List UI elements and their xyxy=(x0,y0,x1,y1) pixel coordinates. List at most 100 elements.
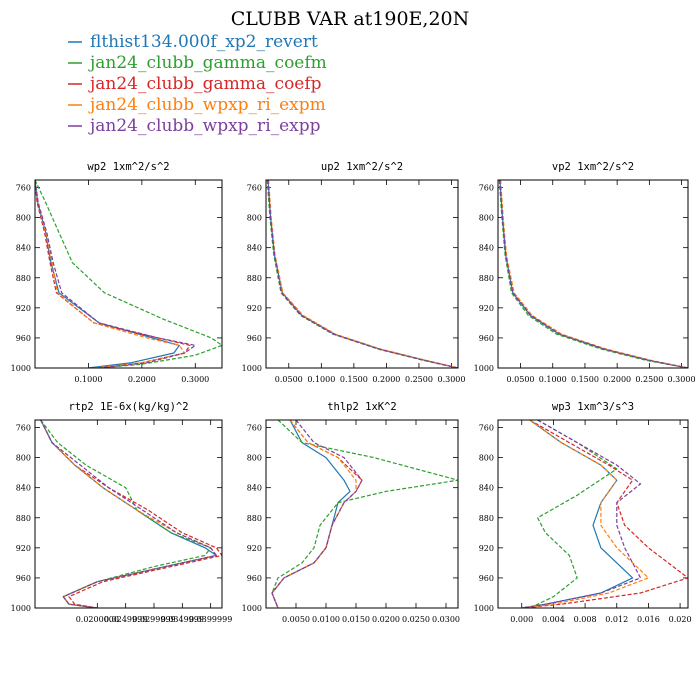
series-line-jan24_clubb_wpxp_ri_expm xyxy=(35,180,186,368)
y-tick-label: 960 xyxy=(247,574,262,583)
x-tick-label: 0.008 xyxy=(574,615,597,624)
series-line-jan24_clubb_wpxp_ri_expp xyxy=(499,180,688,368)
y-tick-label: 920 xyxy=(247,304,262,313)
chart-panel: rtp2 1E-6x(kg/kg)^2 760 800 840 880 920 960 100… xyxy=(11,401,233,624)
series-line-flthist134.000f_xp2_revert xyxy=(499,180,688,368)
y-tick-label: 1000 xyxy=(242,604,262,613)
series-line-jan24_clubb_wpxp_ri_expp xyxy=(40,420,217,608)
plot-frame xyxy=(265,179,459,369)
legend: flthist134.000f_xp2_revert jan24_clubb_ga… xyxy=(68,32,327,136)
plot-frame xyxy=(34,419,223,609)
x-tick-label: 0.3000 xyxy=(437,375,465,384)
panel-title: rtp2 1E-6x(kg/kg)^2 xyxy=(68,401,188,413)
x-tick-label: 0.2500 xyxy=(405,375,433,384)
y-tick-label: 760 xyxy=(479,184,494,193)
x-tick-label: 0.2000 xyxy=(372,375,400,384)
x-tick-label: 0.0250 xyxy=(402,615,430,624)
y-tick-label: 800 xyxy=(479,214,494,223)
y-tick-label: 880 xyxy=(247,514,262,523)
x-tick-label: 0.1000 xyxy=(539,375,567,384)
series-line-jan24_clubb_gamma_coefm xyxy=(529,420,618,608)
y-tick-label: 800 xyxy=(16,454,31,463)
x-tick-label: 0.0300 xyxy=(432,615,460,624)
y-tick-label: 760 xyxy=(247,424,262,433)
y-tick-label: 1000 xyxy=(474,604,494,613)
y-tick-label: 880 xyxy=(16,514,31,523)
y-tick-label: 920 xyxy=(16,304,31,313)
y-tick-label: 840 xyxy=(16,244,31,253)
figure-title: CLUBB VAR at190E,20N xyxy=(231,8,470,30)
y-tick-label: 960 xyxy=(479,574,494,583)
series-line-jan24_clubb_wpxp_ri_expp xyxy=(35,180,196,368)
x-tick-label: 0.012 xyxy=(605,615,628,624)
y-tick-label: 880 xyxy=(16,274,31,283)
series-line-jan24_clubb_gamma_coefp xyxy=(35,180,191,368)
legend-entry: jan24_clubb_gamma_coefp xyxy=(88,74,322,94)
y-tick-label: 1000 xyxy=(474,364,494,373)
series-line-jan24_clubb_gamma_coefm xyxy=(498,180,688,368)
y-tick-label: 760 xyxy=(479,424,494,433)
x-tick-label: 0.0249999 xyxy=(104,615,147,624)
series-line-jan24_clubb_gamma_coefp xyxy=(521,420,688,608)
series-line-jan24_clubb_gamma_coefm xyxy=(266,180,458,368)
x-tick-label: 0.0500 xyxy=(275,375,303,384)
plot-frame xyxy=(497,419,689,609)
y-tick-label: 840 xyxy=(479,244,494,253)
x-tick-label: 0.3000 xyxy=(181,375,209,384)
series-line-jan24_clubb_wpxp_ri_expm xyxy=(521,420,650,608)
y-tick-label: 840 xyxy=(247,484,262,493)
x-tick-label: 0.1500 xyxy=(340,375,368,384)
x-tick-label: 0.0150 xyxy=(342,615,370,624)
series-line-jan24_clubb_wpxp_ri_expm xyxy=(268,180,458,368)
plot-frame xyxy=(497,179,689,369)
chart-panel: up2 1xm^2/s^2 760 800 840 880 920 960 1000 0.050… xyxy=(242,161,466,384)
y-tick-label: 1000 xyxy=(11,604,31,613)
y-tick-label: 760 xyxy=(16,424,31,433)
series-line-jan24_clubb_gamma_coefp xyxy=(271,420,363,608)
x-tick-label: 0.0200000 xyxy=(76,615,119,624)
x-tick-label: 0.1500 xyxy=(571,375,599,384)
panel-title: thlp2 1xK^2 xyxy=(327,401,397,413)
x-tick-label: 0.0050 xyxy=(282,615,310,624)
y-tick-label: 840 xyxy=(479,484,494,493)
x-tick-label: 0.016 xyxy=(637,615,660,624)
x-tick-label: 0.1000 xyxy=(307,375,335,384)
x-tick-label: 0.004 xyxy=(542,615,565,624)
x-tick-label: 0.0299999 xyxy=(132,615,175,624)
series-line-jan24_clubb_wpxp_ri_expp xyxy=(271,420,363,608)
x-tick-label: 0.0100 xyxy=(312,615,340,624)
legend-entry: flthist134.000f_xp2_revert xyxy=(90,32,318,52)
x-tick-label: 0.1000 xyxy=(74,375,102,384)
y-tick-label: 800 xyxy=(16,214,31,223)
series-line-flthist134.000f_xp2_revert xyxy=(521,420,634,608)
chart-panel: vp2 1xm^2/s^2 760 800 840 880 920 960 1000 0.050… xyxy=(474,161,696,384)
y-tick-label: 960 xyxy=(16,574,31,583)
series-line-jan24_clubb_gamma_coefm xyxy=(35,180,222,368)
series-line-flthist134.000f_xp2_revert xyxy=(40,420,217,608)
y-tick-label: 800 xyxy=(247,214,262,223)
panels: wp2 1xm^2/s^2 760 800 840 880 920 960 1000 0.100… xyxy=(11,161,696,624)
plot-frame xyxy=(265,419,459,609)
y-tick-label: 760 xyxy=(16,184,31,193)
y-tick-label: 880 xyxy=(479,514,494,523)
x-tick-label: 0.000 xyxy=(510,615,533,624)
x-tick-label: 0.0399999 xyxy=(189,615,232,624)
panel-title: wp3 1xm^3/s^3 xyxy=(552,401,634,413)
y-tick-label: 960 xyxy=(16,334,31,343)
y-tick-label: 920 xyxy=(247,544,262,553)
panel-title: wp2 1xm^2/s^2 xyxy=(87,161,169,173)
plot-frame xyxy=(34,179,223,369)
y-tick-label: 1000 xyxy=(242,364,262,373)
x-tick-label: 0.020 xyxy=(669,615,692,624)
y-tick-label: 960 xyxy=(479,334,494,343)
legend-entry: jan24_clubb_wpxp_ri_expp xyxy=(88,116,321,136)
series-line-jan24_clubb_wpxp_ri_expm xyxy=(40,420,217,608)
series-line-jan24_clubb_wpxp_ri_expp xyxy=(267,180,458,368)
y-tick-label: 920 xyxy=(16,544,31,553)
y-tick-label: 960 xyxy=(247,334,262,343)
panel-title: up2 1xm^2/s^2 xyxy=(321,161,403,173)
series-line-flthist134.000f_xp2_revert xyxy=(267,180,458,368)
y-tick-label: 1000 xyxy=(11,364,31,373)
y-tick-label: 840 xyxy=(247,244,262,253)
